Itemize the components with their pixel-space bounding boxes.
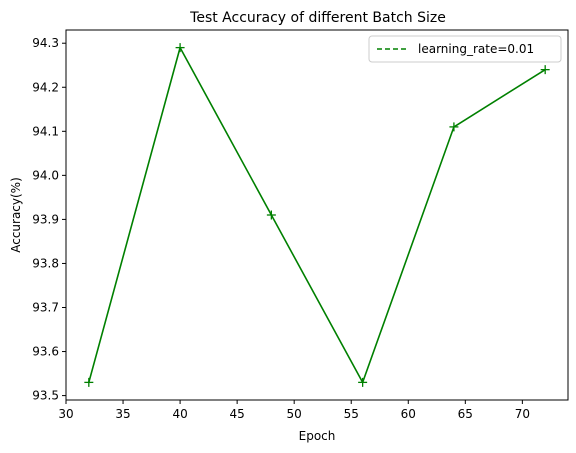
legend: learning_rate=0.01 (368, 35, 562, 63)
y-tick-label: 93.6 (32, 345, 59, 359)
data-point (266, 210, 276, 220)
x-tick-label: 60 (401, 407, 416, 421)
y-tick-label: 93.5 (32, 389, 59, 403)
chart-title: Test Accuracy of different Batch Size (189, 10, 446, 26)
series-line (88, 46, 546, 384)
y-tick-label: 94.2 (32, 80, 59, 94)
x-tick-label: 50 (287, 407, 302, 421)
x-tick-label: 65 (458, 407, 473, 421)
x-tick-label: 40 (172, 407, 187, 421)
legend-entry-label: learning_rate=0.01 (418, 42, 534, 56)
y-tick-label: 94.3 (32, 36, 59, 50)
x-tick-label: 55 (344, 407, 359, 421)
y-tick-label: 94.0 (32, 168, 59, 182)
x-tick-label: 45 (229, 407, 244, 421)
data-point (449, 122, 459, 132)
data-point (358, 377, 368, 387)
x-tick-label: 70 (515, 407, 530, 421)
legend-box (368, 35, 562, 63)
data-point (540, 65, 550, 75)
series-layer (84, 43, 550, 387)
y-tick-label: 93.7 (32, 301, 59, 315)
y-tick-label: 93.8 (32, 256, 59, 270)
data-point (175, 43, 185, 53)
plot-area (65, 29, 569, 401)
x-axis: 30 35 40 45 50 55 60 65 70 (58, 400, 530, 421)
x-tick-label: 30 (58, 407, 73, 421)
x-tick-label: 35 (115, 407, 130, 421)
y-tick-label: 94.1 (32, 124, 59, 138)
y-axis: 93.5 93.6 93.7 93.8 93.9 94.0 94.1 94.2 94.3 (32, 36, 66, 403)
data-point (84, 377, 94, 387)
x-axis-label: Epoch (299, 429, 336, 443)
y-tick-label: 93.9 (32, 212, 59, 226)
y-axis-label: Accuracy(%) (9, 177, 23, 253)
